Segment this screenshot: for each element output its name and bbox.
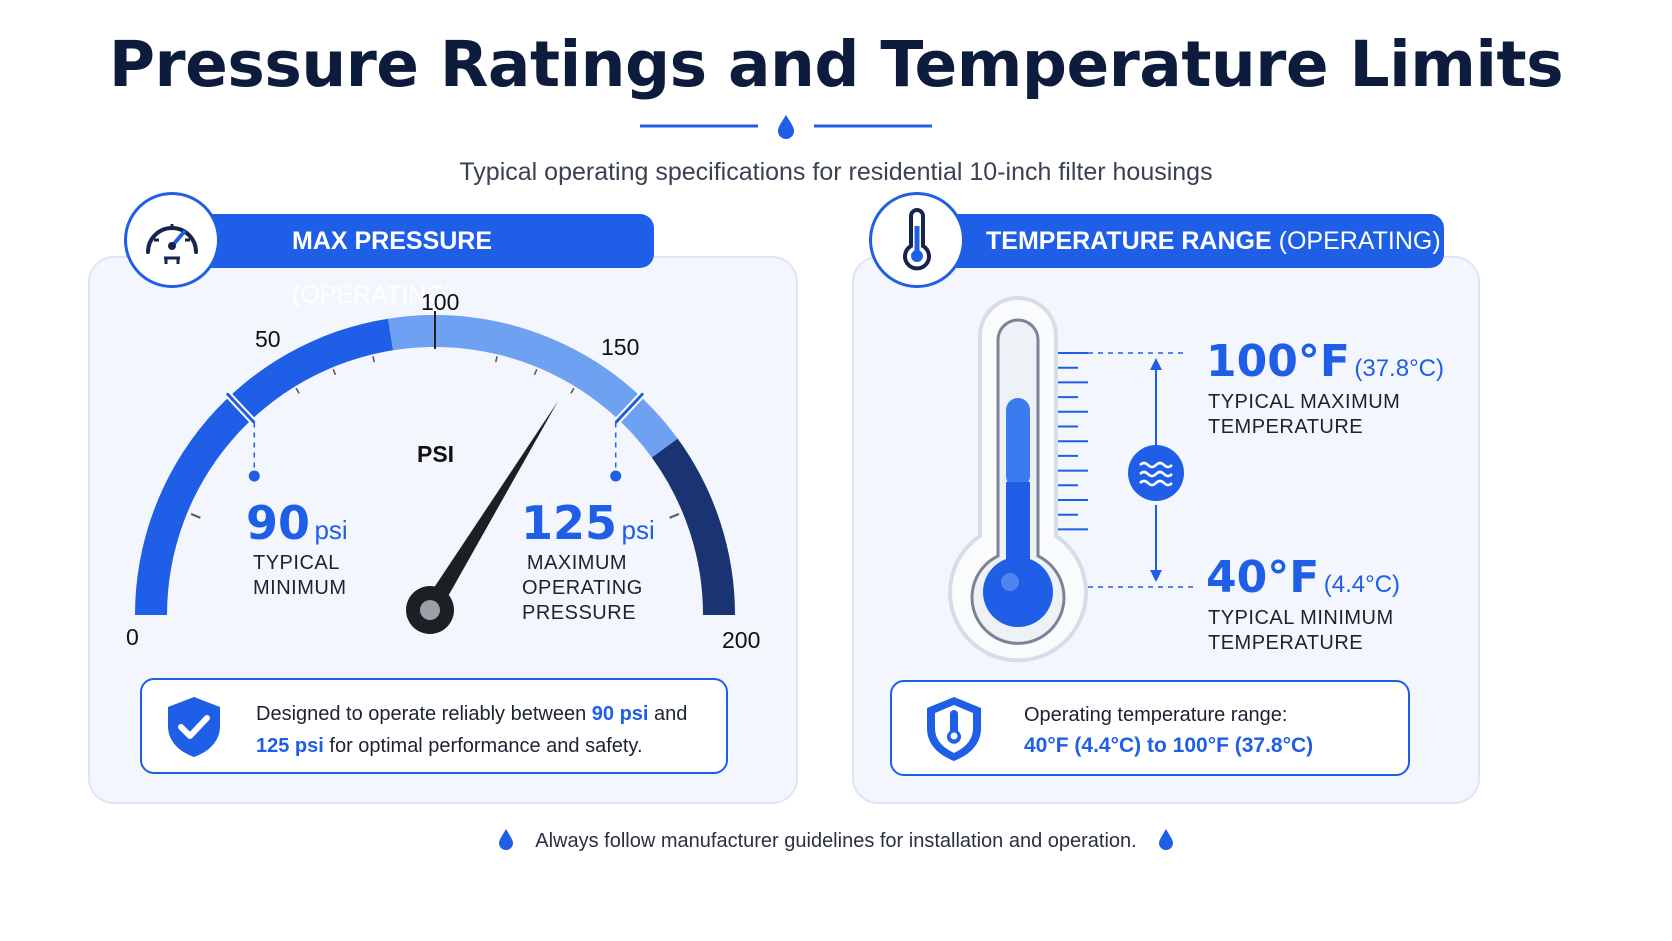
temperature-header-title: TEMPERATURE RANGE <box>986 227 1272 255</box>
pressure-min-caption-line: MINIMUM <box>253 577 347 599</box>
temperature-max-caption: TYPICAL MAXIMUM TEMPERATURE <box>1208 390 1400 440</box>
gauge-tick-label-150: 150 <box>601 334 640 360</box>
gauge-icon <box>146 224 198 264</box>
temperature-min-number: 40°F <box>1206 552 1320 603</box>
temperature-max-value: 100°F (37.8°C) <box>1206 336 1444 387</box>
pressure-header-subtitle: (OPERATING) <box>292 281 455 309</box>
water-waves-icon <box>1128 445 1184 501</box>
pressure-min-value: 90 psi <box>246 496 348 550</box>
gauge-minor-tick <box>295 387 300 394</box>
temperature-max-caption-line: TYPICAL MAXIMUM <box>1208 391 1401 413</box>
gauge-minor-tick <box>494 356 498 363</box>
pressure-min-caption-line: TYPICAL <box>253 552 340 574</box>
pressure-note-highlight: 125 psi <box>256 735 324 757</box>
thermometer-bulb <box>983 557 1053 627</box>
gauge-marker-dot-125 <box>610 470 622 482</box>
temperature-header-subtitle: (OPERATING) <box>1278 227 1441 255</box>
page-subtitle: Typical operating specifications for res… <box>459 158 1213 186</box>
temperature-min-caption-line: TEMPERATURE <box>1208 632 1364 654</box>
thermometer-fill-upper <box>1006 398 1030 488</box>
pressure-gauge <box>135 311 735 634</box>
temperature-note-label: Operating temperature range: <box>1024 704 1288 726</box>
gauge-marker-125 <box>614 392 645 424</box>
temperature-header-icon <box>869 192 965 288</box>
temperature-min-value: 40°F (4.4°C) <box>1206 552 1400 603</box>
gauge-minor-tick <box>570 387 575 394</box>
pressure-min-number: 90 <box>246 496 311 550</box>
gauge-minor-tick <box>372 356 376 363</box>
page-title: Pressure Ratings and Temperature Limits <box>108 28 1564 101</box>
gauge-band-high <box>651 438 735 615</box>
pressure-note-box: Designed to operate reliably between 90 … <box>140 678 728 774</box>
pressure-note-part: and <box>648 703 688 725</box>
gauge-tick-label-100: 100 <box>421 289 460 315</box>
pressure-note-highlight: 90 psi <box>591 703 649 725</box>
temperature-max-celsius: (37.8°C) <box>1354 355 1444 382</box>
gauge-tick-25 <box>190 513 201 519</box>
pressure-header-icon <box>124 192 220 288</box>
gauge-band-normal <box>388 315 678 458</box>
pressure-header-title: MAX PRESSURE <box>292 227 493 255</box>
pressure-max-number: 125 <box>521 496 618 550</box>
temperature-min-caption-line: TYPICAL MINIMUM <box>1208 607 1394 629</box>
gauge-tick-175 <box>669 513 680 519</box>
gauge-tick-label-50: 50 <box>255 326 281 352</box>
pressure-max-caption-line: PRESSURE <box>522 602 637 624</box>
pressure-note-part: for optimal performance and safety. <box>323 735 643 757</box>
shield-thermometer-icon <box>927 697 981 761</box>
thermometer-icon <box>903 208 931 271</box>
shield-check-icon <box>168 697 220 757</box>
gauge-marker-dot-90 <box>248 470 260 482</box>
pressure-header: MAX PRESSURE (OPERATING) <box>170 214 654 309</box>
pressure-max-unit: psi <box>621 515 655 545</box>
gauge-tick-label-0: 0 <box>126 624 139 650</box>
water-drop-icon <box>1158 829 1173 850</box>
temperature-note-box: Operating temperature range: 40°F (4.4°C… <box>890 680 1410 776</box>
gauge-band-low <box>135 318 394 615</box>
pressure-max-caption: MAXIMUM OPERATING PRESSURE <box>522 551 643 626</box>
temperature-header: TEMPERATURE RANGE (OPERATING) <box>914 214 1444 268</box>
gauge-marker-90 <box>225 392 256 424</box>
water-drop-icon <box>778 115 794 139</box>
gauge-needle-pin <box>420 600 440 620</box>
temperature-max-caption-line: TEMPERATURE <box>1208 416 1364 438</box>
footer-note: Always follow manufacturer guidelines fo… <box>0 828 1672 853</box>
pressure-min-unit: psi <box>314 515 348 545</box>
temperature-note-range: 40°F (4.4°C) to 100°F (37.8°C) <box>1024 734 1314 757</box>
temperature-min-caption: TYPICAL MINIMUM TEMPERATURE <box>1208 606 1394 656</box>
pressure-max-value: 125 psi <box>521 496 655 550</box>
pressure-note-text: Designed to operate reliably between 90 … <box>256 698 716 762</box>
pressure-note-part: Designed to operate reliably between <box>256 703 592 725</box>
thermometer-graphic <box>948 296 1196 663</box>
water-drop-icon <box>499 829 514 850</box>
pressure-max-caption-line: MAXIMUM <box>526 552 628 574</box>
gauge-needle <box>422 401 559 615</box>
gauge-minor-tick <box>332 368 337 376</box>
pressure-min-caption: TYPICAL MINIMUM <box>253 551 346 601</box>
temperature-min-celsius: (4.4°C) <box>1323 571 1401 598</box>
temperature-max-number: 100°F <box>1206 336 1350 387</box>
pressure-max-caption-line: OPERATING <box>522 577 643 599</box>
gauge-minor-tick <box>533 368 538 376</box>
title-divider <box>640 115 932 139</box>
footer-text: Always follow manufacturer guidelines fo… <box>535 830 1137 852</box>
gauge-unit-label: PSI <box>417 441 455 467</box>
gauge-tick-label-200: 200 <box>722 627 761 653</box>
